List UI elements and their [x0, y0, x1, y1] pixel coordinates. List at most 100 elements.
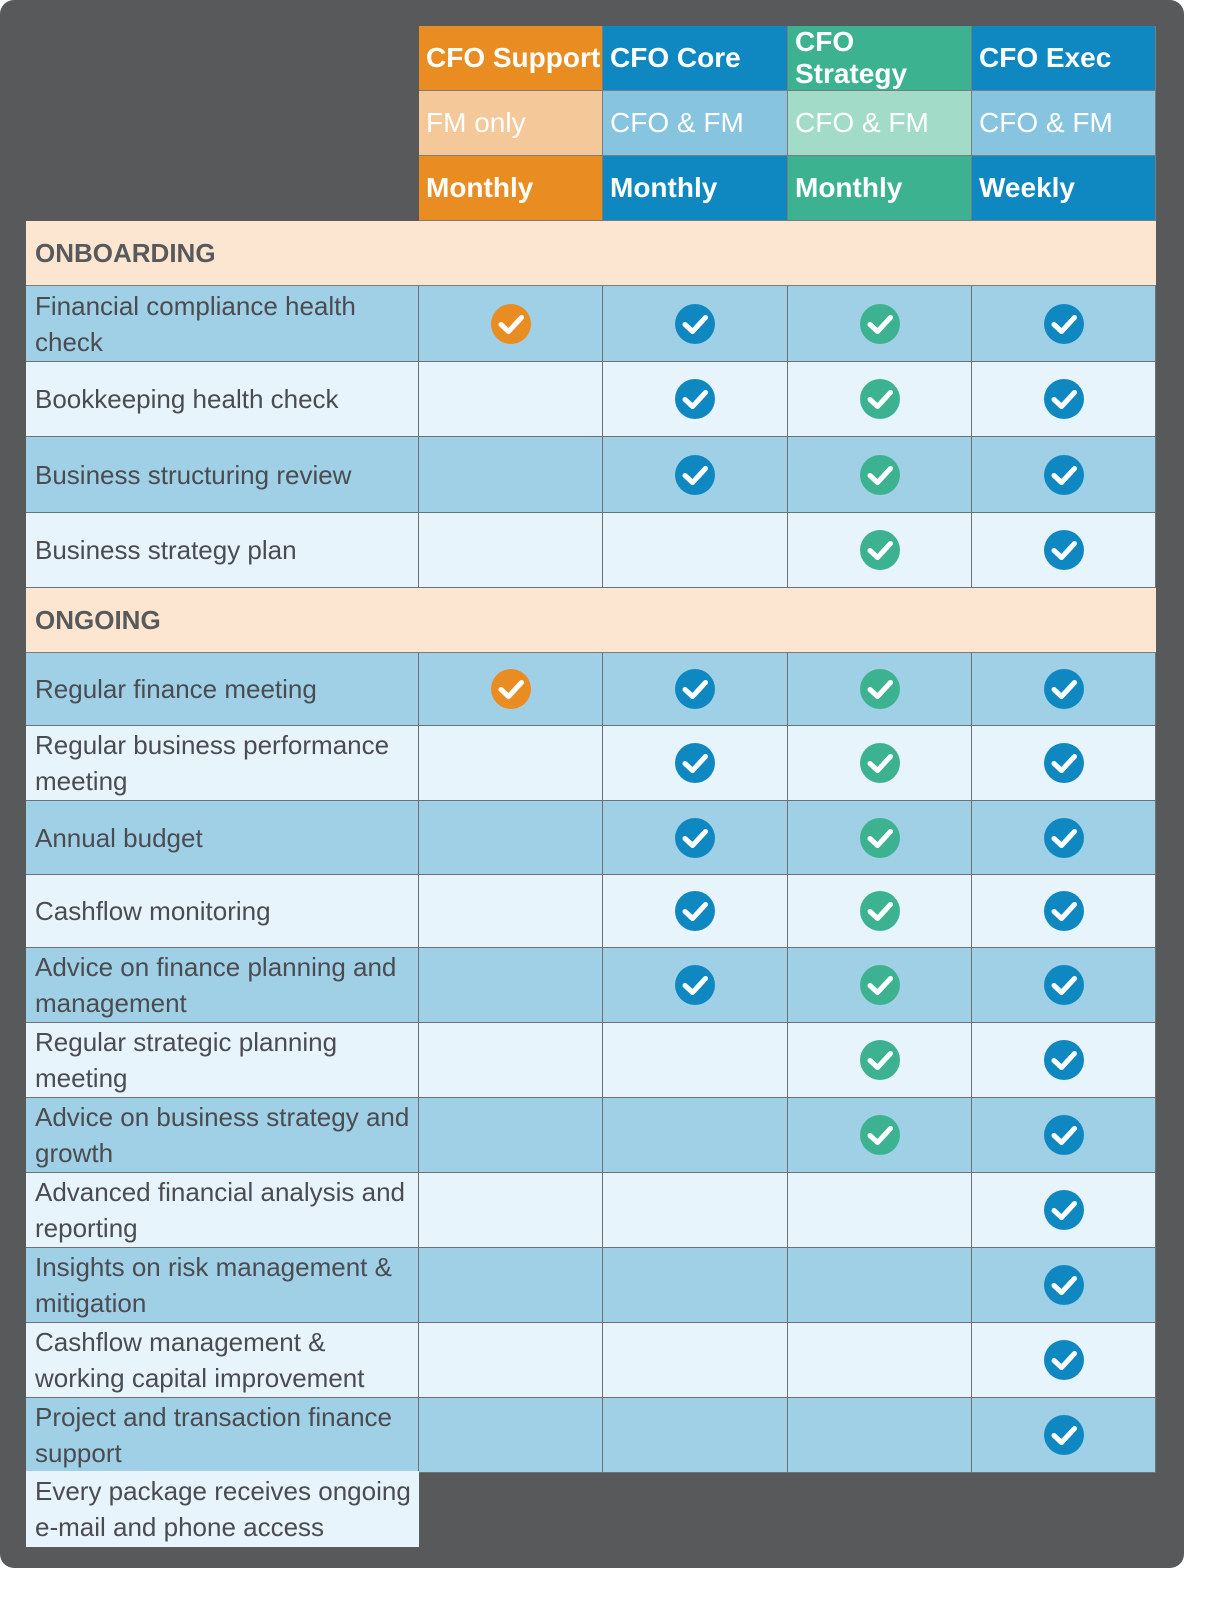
feature-check-cell [603, 286, 788, 362]
checkmark-icon [1043, 1340, 1084, 1380]
package-comparison-table: CFO Support FM only Monthly CFO Core CFO & F… [26, 26, 1156, 1547]
feature-check-cell [603, 875, 788, 948]
feature-check-cell [788, 362, 972, 437]
feature-check-cell [603, 1323, 788, 1398]
feature-name: Annual budget [35, 822, 203, 853]
footer-note-text: Every package receives ongoing e-mail an… [35, 1476, 411, 1542]
checkmark-icon [1043, 743, 1084, 783]
tier-name: CFO Support [426, 42, 601, 73]
feature-check-cell [419, 1173, 603, 1248]
tier-team: CFO & FM [979, 107, 1113, 138]
tier-team: CFO & FM [795, 107, 929, 138]
feature-check-cell [603, 801, 788, 875]
checkmark-icon [490, 303, 531, 344]
feature-check-cell [419, 1023, 603, 1098]
checkmark-icon [1043, 379, 1084, 419]
tier-team-header: CFO & FM [788, 91, 972, 156]
checkmark-icon [859, 891, 900, 931]
feature-check-cell [603, 1098, 788, 1173]
feature-name: Business structuring review [35, 459, 352, 490]
feature-check-cell [603, 437, 788, 513]
checkmark-icon [1043, 1265, 1084, 1305]
feature-row-label: Project and transaction finance support [26, 1398, 419, 1473]
checkmark-icon [1043, 530, 1084, 570]
footer-note: Every package receives ongoing e-mail an… [26, 1471, 419, 1547]
checkmark-icon [1043, 1415, 1084, 1455]
feature-check-cell [419, 1323, 603, 1398]
tier-frequency-header: Monthly [603, 156, 788, 221]
feature-row-label: Cashflow monitoring [26, 875, 419, 948]
feature-name: Advice on business strategy and growth [35, 1102, 410, 1168]
feature-check-cell [603, 1248, 788, 1323]
tier-name-header: CFO Strategy [788, 26, 972, 91]
checkmark-icon [675, 669, 715, 709]
checkmark-icon [859, 454, 900, 495]
feature-row-label: Advice on business strategy and growth [26, 1098, 419, 1173]
checkmark-icon [1043, 891, 1084, 931]
feature-check-cell [788, 1173, 972, 1248]
checkmark-icon [859, 743, 900, 783]
feature-name: Financial compliance health check [35, 290, 356, 357]
feature-check-cell [972, 1173, 1156, 1248]
tier-team: FM only [426, 107, 526, 138]
feature-check-cell [603, 1173, 788, 1248]
tier-name: CFO Exec [979, 42, 1112, 73]
feature-row-label: Business structuring review [26, 437, 419, 513]
feature-check-cell [419, 948, 603, 1023]
checkmark-icon [1043, 454, 1084, 495]
checkmark-icon [859, 1115, 900, 1155]
feature-check-cell [788, 513, 972, 588]
checkmark-icon [490, 669, 531, 709]
feature-check-cell [788, 653, 972, 726]
checkmark-icon [1043, 669, 1084, 709]
feature-check-cell [603, 1398, 788, 1473]
feature-row-label: Advice on finance planning and managemen… [26, 948, 419, 1023]
feature-name: Project and transaction finance support [35, 1402, 392, 1468]
feature-check-cell [419, 286, 603, 362]
feature-row-label: Cashflow management & working capital im… [26, 1323, 419, 1398]
checkmark-icon [859, 669, 900, 709]
feature-name: Business strategy plan [35, 535, 297, 565]
feature-check-cell [972, 801, 1156, 875]
checkmark-icon [1043, 965, 1084, 1005]
feature-check-cell [972, 1323, 1156, 1398]
section-title: ONGOING [35, 604, 161, 635]
tier-frequency: Weekly [979, 172, 1075, 203]
feature-row-label: Bookkeeping health check [26, 362, 419, 437]
feature-check-cell [788, 1248, 972, 1323]
tier-name-header: CFO Exec [972, 26, 1156, 91]
feature-check-cell [788, 1098, 972, 1173]
checkmark-icon [1043, 1190, 1084, 1230]
feature-check-cell [972, 1023, 1156, 1098]
feature-check-cell [419, 875, 603, 948]
feature-check-cell [788, 726, 972, 801]
checkmark-icon [859, 379, 900, 419]
feature-check-cell [788, 948, 972, 1023]
feature-name: Regular finance meeting [35, 674, 317, 704]
feature-check-cell [788, 1023, 972, 1098]
feature-check-cell [419, 1398, 603, 1473]
tier-frequency-header: Weekly [972, 156, 1156, 221]
tier-frequency-header: Monthly [419, 156, 603, 221]
tier-name-header: CFO Core [603, 26, 788, 91]
checkmark-icon [675, 454, 715, 495]
feature-row-label: Annual budget [26, 801, 419, 875]
feature-name: Insights on risk management & mitigation [35, 1252, 392, 1318]
feature-check-cell [603, 362, 788, 437]
tier-frequency-header: Monthly [788, 156, 972, 221]
feature-check-cell [972, 653, 1156, 726]
checkmark-icon [675, 965, 715, 1005]
feature-check-cell [972, 513, 1156, 588]
checkmark-icon [675, 303, 715, 344]
feature-check-cell [788, 801, 972, 875]
section-header: ONBOARDING [26, 221, 1156, 286]
feature-check-cell [603, 513, 788, 588]
feature-name: Cashflow monitoring [35, 896, 271, 926]
feature-check-cell [788, 286, 972, 362]
feature-check-cell [972, 948, 1156, 1023]
feature-check-cell [419, 513, 603, 588]
tier-team: CFO & FM [610, 107, 744, 138]
feature-row-label: Financial compliance health check [26, 286, 419, 362]
feature-check-cell [972, 875, 1156, 948]
checkmark-icon [859, 817, 900, 858]
